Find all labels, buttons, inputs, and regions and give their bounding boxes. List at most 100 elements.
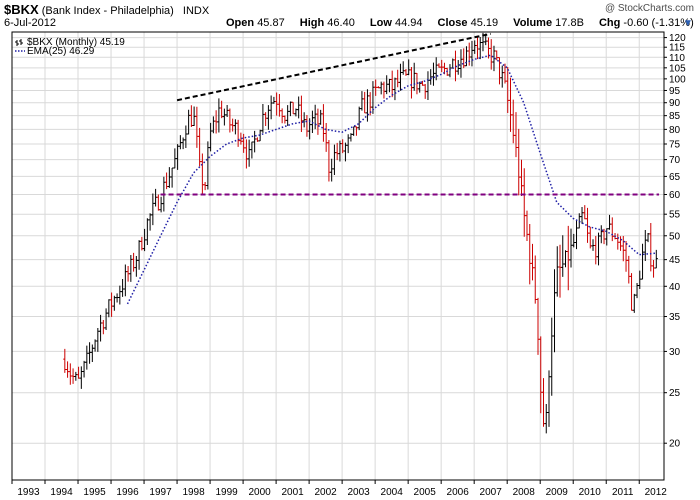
ohlc-bar: [440, 59, 444, 73]
ohlc-bar: [211, 116, 215, 134]
volume-value: 17.8B: [555, 17, 584, 29]
x-tick-label: 1997: [149, 487, 172, 498]
ohlc-bar: [341, 139, 345, 154]
close-label: Close: [437, 17, 468, 29]
x-tick-label: 2012: [645, 487, 668, 498]
ohlc-bar: [478, 36, 482, 60]
ohlc-bar: [385, 75, 389, 95]
ohlc-bar: [654, 249, 658, 269]
ohlc-bar: [563, 250, 568, 268]
x-tick-label: 2002: [314, 487, 337, 498]
ohlc-bar: [583, 205, 587, 220]
ohlc-legend-icon: [15, 39, 23, 46]
ohlc-bar: [277, 94, 282, 117]
ohlc-bar: [71, 368, 75, 384]
ohlc-bar: [297, 96, 301, 119]
y-tick-label: 80: [669, 125, 681, 136]
ohlc-bar: [404, 68, 408, 76]
ohlc-bar: [184, 125, 188, 148]
ohlc-bar: [115, 293, 119, 303]
x-tick-label: 2000: [248, 487, 271, 498]
ohlc-bar: [379, 81, 383, 95]
ohlc-bar: [514, 112, 518, 158]
ohlc-bar: [423, 84, 427, 99]
ohlc-bar: [407, 59, 411, 76]
ohlc-bar: [577, 213, 581, 229]
ohlc-bar: [390, 70, 394, 98]
ohlc-bar: [209, 122, 213, 152]
ohlc-bar: [618, 236, 623, 251]
y-tick-label: 25: [669, 388, 681, 399]
ohlc-bar: [580, 206, 584, 224]
y-tick-label: 35: [669, 312, 681, 323]
ohlc-bar: [426, 71, 430, 101]
ohlc-bar: [437, 63, 441, 68]
x-tick-label: 2005: [414, 487, 437, 498]
ohlc-bar: [253, 130, 257, 153]
ohlc-bar: [112, 295, 116, 311]
ohlc-bar: [131, 252, 136, 272]
ohlc-bar: [159, 196, 163, 213]
ohlc-bar: [173, 148, 177, 169]
ohlc-bar: [203, 182, 207, 191]
ohlc-bar: [187, 109, 191, 135]
ohlc-bar: [517, 128, 521, 196]
ohlc-bar: [489, 39, 493, 70]
y-tick-label: 95: [669, 86, 681, 97]
y-tick-label: 40: [669, 282, 681, 293]
ohlc-bar: [87, 342, 92, 364]
ohlc-bar: [558, 244, 562, 298]
ohlc-bar: [79, 366, 83, 389]
ohlc-bar: [148, 213, 152, 231]
ohlc-bar: [305, 115, 309, 137]
x-tick-label: 1994: [50, 487, 73, 498]
x-tick-label: 2003: [348, 487, 371, 498]
ohlc-bar: [451, 58, 455, 69]
ohlc-bar: [126, 265, 130, 282]
ohlc-bar: [393, 77, 397, 101]
ohlc-bar: [467, 42, 471, 66]
ohlc-bar: [574, 220, 579, 250]
ohlc-bar: [360, 91, 364, 111]
ohlc-bar: [448, 64, 452, 78]
y-tick-label: 55: [669, 210, 681, 221]
x-axis: 1993 1994 1995 1996 1997 1998 1999 2000 2001 2002…: [11, 480, 668, 498]
ohlc-bar: [324, 122, 328, 152]
ohlc-bar: [101, 319, 105, 335]
ohlc-bar: [206, 141, 210, 190]
ohlc-bar: [321, 104, 326, 142]
x-tick-label: 2008: [513, 487, 536, 498]
ohlc-bar: [167, 167, 171, 188]
ohlc-bar: [291, 101, 295, 115]
y-tick-label: 50: [669, 231, 681, 242]
ohlc-bar: [195, 106, 199, 148]
ohlc-bar: [109, 292, 114, 317]
y-tick-label: 85: [669, 111, 681, 122]
ohlc-bar: [134, 255, 138, 277]
ohlc-bar: [552, 269, 557, 353]
ohlc-bar: [434, 57, 438, 81]
ohlc-bar: [68, 363, 72, 385]
ohlc-bar: [192, 106, 196, 127]
ohlc-bar: [635, 282, 639, 299]
ohlc-bar: [283, 115, 287, 124]
x-tick-label: 2011: [612, 487, 634, 498]
y-tick-label: 60: [669, 190, 681, 201]
chg-dropdown-icon[interactable]: ▼: [683, 18, 693, 29]
ohlc-bar: [65, 361, 70, 378]
ohlc-bar: [621, 236, 625, 262]
ohlc-bar: [569, 228, 573, 268]
ohlc-bar: [354, 126, 359, 136]
ohlc-bar: [96, 327, 100, 352]
low-label: Low: [369, 17, 392, 29]
y-tick-label: 120: [669, 33, 686, 44]
stockcharts-watermark[interactable]: @ StockCharts.com: [604, 3, 694, 14]
ohlc-bar: [651, 260, 656, 278]
ohlc-bar: [98, 314, 103, 342]
ohlc-bar: [233, 119, 237, 135]
ohlc-bar: [156, 194, 160, 211]
ohlc-bar: [522, 168, 526, 237]
ohlc-bar: [299, 95, 304, 132]
y-tick-label: 45: [669, 255, 681, 266]
